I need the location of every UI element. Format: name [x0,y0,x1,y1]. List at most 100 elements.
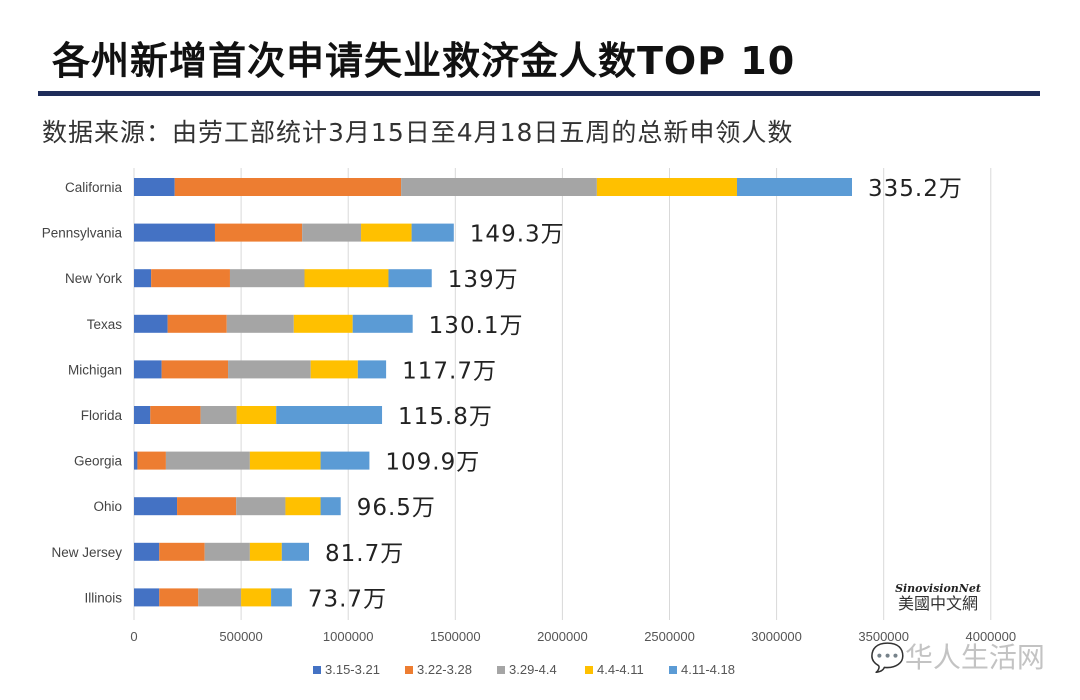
bar-segment [357,360,387,379]
data-label: 149.3万 [470,222,565,248]
bar-segment [150,406,201,424]
bar-segment [236,406,277,424]
wechat-icon: 💬 [870,641,905,674]
data-label: 73.7万 [308,586,387,612]
bar-segment [352,314,413,333]
bar-segment [241,588,272,607]
bar-segment [310,360,358,379]
bar-segment [198,588,242,607]
x-tick-label: 1000000 [323,629,374,644]
legend-label: 3.15-3.21 [325,662,380,677]
logo-en: SinovisionNet [895,582,981,595]
data-label: 335.2万 [868,176,963,202]
bar-segment [165,451,250,470]
bar-segment [271,588,292,607]
legend-swatch [669,666,677,674]
legend-swatch [313,666,321,674]
bar-segment [401,178,597,196]
data-label: 117.7万 [402,358,497,384]
bar-segment [285,497,321,516]
bar-segment [236,497,286,516]
bar-segment [174,178,402,196]
title-divider [38,91,1040,96]
bar-segment [151,269,230,288]
bar-segment [281,542,310,561]
x-tick-label: 1500000 [430,629,481,644]
category-label: Texas [87,317,123,332]
legend-swatch [497,666,505,674]
x-tick-label: 2000000 [537,629,588,644]
bar-segment [134,223,215,242]
bar-segment [161,360,229,379]
bar-segment [302,223,362,242]
bar-segment [229,269,305,288]
chart-subtitle: 数据来源：由劳工部统计3月15日至4月18日五周的总新申领人数 [42,118,794,147]
x-tick-label: 4000000 [965,629,1016,644]
legend-swatch [405,666,413,674]
legend-label: 3.22-3.28 [417,662,472,677]
sinovision-logo: SinovisionNet 美國中文網 [886,582,990,614]
category-label: Pennsylvania [42,226,123,241]
bar-segment [411,223,454,242]
legend-label: 3.29-4.4 [509,662,557,677]
logo-zh: 美國中文網 [897,594,978,614]
x-tick-label: 0 [130,629,137,644]
data-label: 81.7万 [325,541,404,567]
bar-segment [214,223,303,242]
bar-segment [134,451,138,470]
legend-swatch [585,666,593,674]
bar-segment [249,451,321,470]
bar-segment [159,542,205,561]
bar-segment [134,542,160,561]
legend-label: 4.11-4.18 [681,662,735,677]
x-tick-label: 3500000 [858,629,909,644]
bar-segment [134,178,175,196]
bar-segment [134,588,160,607]
bar-segment [276,406,383,424]
bar-segment [736,178,852,196]
category-label: Michigan [68,362,122,377]
x-tick-label: 3000000 [751,629,802,644]
x-tick-label: 2500000 [644,629,695,644]
data-label: 130.1万 [429,313,524,339]
bar-segment [200,406,237,424]
bar-segment [134,360,162,379]
data-label: 115.8万 [398,404,493,430]
bar-segment [228,360,311,379]
category-label: California [65,180,123,195]
category-label: Florida [81,408,123,423]
data-label: 139万 [448,267,519,293]
bar-segment [388,269,432,288]
bar-segment [134,314,168,333]
bar-segment [134,497,178,516]
x-tick-label: 500000 [219,629,262,644]
bar-segment [167,314,227,333]
data-label: 96.5万 [357,495,436,521]
wechat-watermark: 💬华人生活网 [870,636,1045,676]
legend-label: 4.4-4.11 [597,662,644,677]
bar-segment [320,497,341,516]
bar-segment [226,314,294,333]
bar-segment [361,223,412,242]
bar-segment [204,542,250,561]
wechat-watermark-text: 华人生活网 [904,641,1045,674]
category-label: Illinois [84,590,122,605]
chart-title: 各州新增首次申请失业救济金人数TOP 10 [52,39,796,83]
bar-segment [293,314,353,333]
bar-segment [134,269,152,288]
bar-segment [249,542,282,561]
bar-segment [137,451,166,470]
bar-segment [159,588,199,607]
bar-segment [320,451,370,470]
category-label: Georgia [74,454,123,469]
bar-segment [304,269,389,288]
category-label: New York [65,271,122,286]
bar-segment [134,406,151,424]
category-label: Ohio [93,499,122,514]
category-label: New Jersey [51,545,122,560]
bar-segment [177,497,237,516]
data-label: 109.9万 [385,450,480,476]
bar-segment [596,178,737,196]
